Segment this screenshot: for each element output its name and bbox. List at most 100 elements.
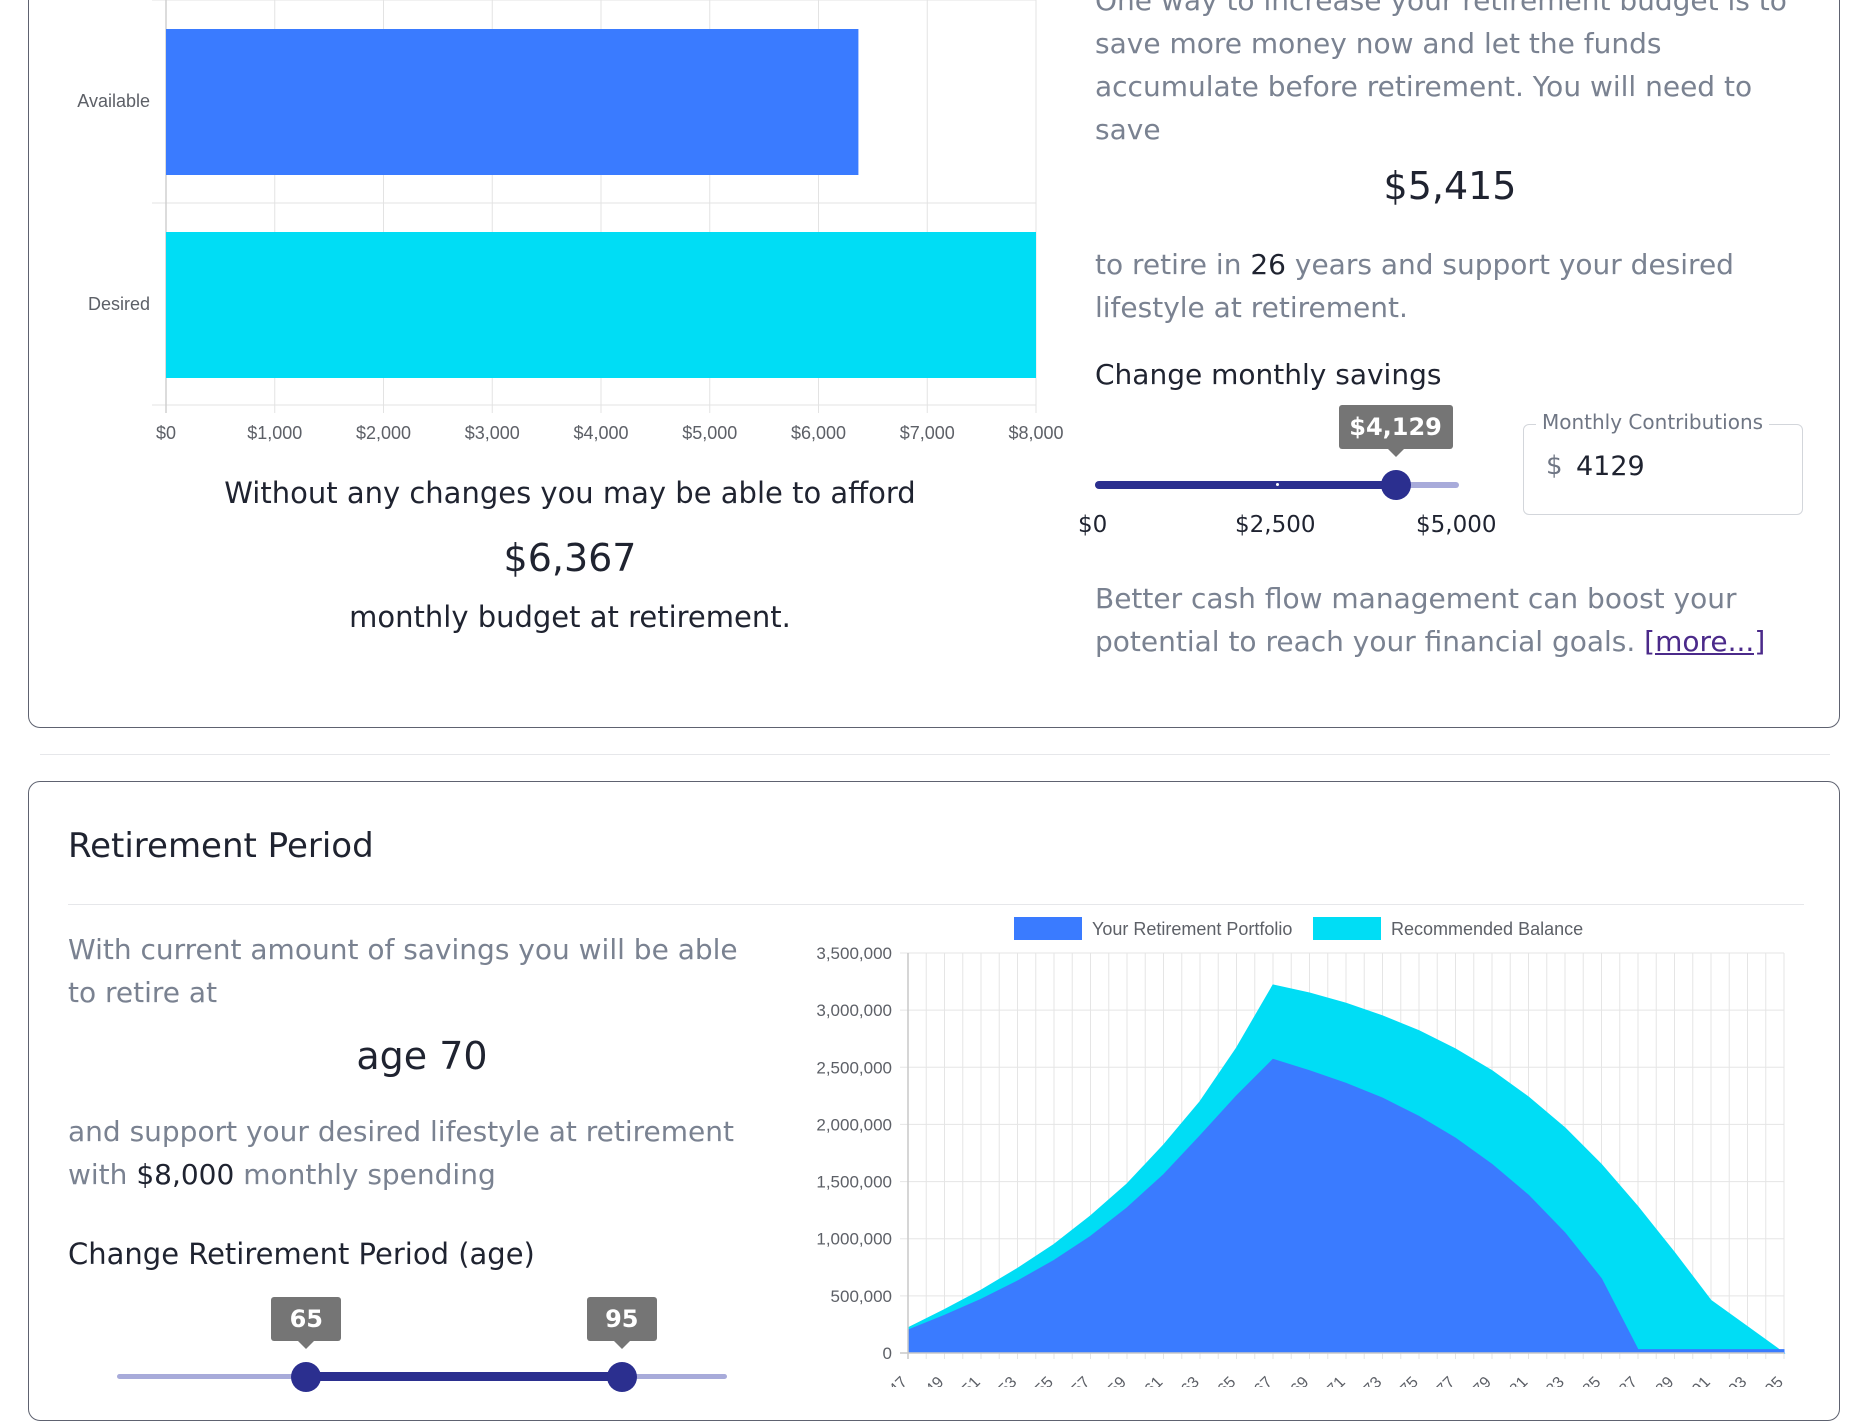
retire-years-line: to retire in 26 years and support your d…	[1095, 243, 1835, 286]
retire-age: age 70	[356, 1034, 488, 1078]
slider-label-min: $0	[1078, 512, 1108, 538]
area-x-tick: 63	[1178, 1374, 1203, 1387]
change-savings-title: Change monthly savings	[1095, 358, 1442, 391]
area-x-tick: 67	[1251, 1374, 1276, 1387]
area-x-tick: 71	[1324, 1374, 1349, 1387]
area-series-portfolio	[907, 1058, 1785, 1354]
area-x-tick: 91	[1689, 1374, 1714, 1387]
area-x-tick: 65	[1215, 1374, 1240, 1387]
able-text: With current amount of savings you will …	[68, 928, 788, 1014]
area-x-tick: 59	[1105, 1374, 1130, 1387]
bar-x-tick: $3,000	[465, 423, 520, 443]
area-x-tick: 51	[959, 1374, 984, 1387]
area-x-tick: 93	[1726, 1374, 1751, 1387]
savings-intro-line: save more money now and let the funds	[1095, 27, 1662, 60]
savings-intro-line: save	[1095, 113, 1161, 146]
contrib-field-label: Monthly Contributions	[1536, 410, 1770, 434]
bar-x-tick: $1,000	[247, 423, 302, 443]
able-line1: With current amount of savings you will …	[68, 933, 738, 966]
slider-thumb[interactable]	[1380, 470, 1411, 500]
bar-available	[166, 29, 859, 175]
area-y-tick: 3,500,000	[816, 944, 892, 963]
area-x-tick: 95	[1762, 1374, 1787, 1387]
retire-years-text: to retire in 26 years and support your d…	[1095, 243, 1835, 329]
cashflow-line1: Better cash flow management can boost yo…	[1095, 582, 1737, 615]
area-y-tick: 1,000,000	[816, 1230, 892, 1249]
area-x-tick: 87	[1616, 1374, 1641, 1387]
area-x-tick: 53	[996, 1374, 1021, 1387]
afford-text: Without any changes you may be able to a…	[224, 476, 916, 510]
save-amount: $5,415	[1383, 164, 1517, 208]
retirement-period-title: Retirement Period	[68, 826, 374, 866]
slider-mark	[1276, 483, 1279, 486]
area-x-tick: 81	[1507, 1374, 1532, 1387]
support-line1: and support your desired lifestyle at re…	[68, 1115, 734, 1148]
cashflow-line2: potential to reach your financial goals.…	[1095, 620, 1835, 663]
bar-x-tick: $5,000	[682, 423, 737, 443]
bar-x-tick: $4,000	[573, 423, 628, 443]
savings-intro-line: One way to increase your retirement budg…	[1095, 0, 1787, 17]
area-y-tick: 0	[883, 1344, 892, 1363]
retire-suffix: years and support your desired	[1285, 248, 1734, 281]
support-line2: with $8,000 monthly spending	[68, 1153, 828, 1196]
bar-desired	[166, 232, 1036, 378]
range-thumb-low[interactable]	[291, 1362, 322, 1392]
savings-slider[interactable]	[1095, 470, 1459, 500]
legend-label: Recommended Balance	[1391, 919, 1583, 939]
area-x-tick: 55	[1032, 1374, 1057, 1387]
change-period-title: Change Retirement Period (age)	[68, 1237, 535, 1271]
savings-intro-line: accumulate before retirement. You will n…	[1095, 70, 1753, 103]
contrib-value[interactable]: 4129	[1576, 451, 1645, 482]
area-y-tick: 1,500,000	[816, 1173, 892, 1192]
area-y-tick: 500,000	[831, 1287, 892, 1306]
area-x-tick: 79	[1470, 1374, 1495, 1387]
legend-swatch	[1313, 917, 1381, 940]
area-x-tick: 47	[886, 1374, 911, 1387]
area-x-tick: 83	[1543, 1374, 1568, 1387]
more-link[interactable]: [more...]	[1644, 625, 1766, 658]
bar-x-tick: $8,000	[1008, 423, 1063, 443]
section-divider	[40, 754, 1830, 755]
support-text: and support your desired lifestyle at re…	[68, 1110, 828, 1196]
afford-amount: $6,367	[503, 536, 637, 580]
title-divider	[68, 904, 1804, 905]
range-low-tooltip: 65	[271, 1297, 342, 1349]
cashflow-line2-text: potential to reach your financial goals.	[1095, 625, 1645, 658]
budget-bar-chart: $0 $1,000 $2,000 $3,000 $4,000 $5,000 $6,000 $7…	[77, 0, 1064, 443]
range-thumb-high[interactable]	[606, 1362, 637, 1392]
bar-x-tick: $7,000	[900, 423, 955, 443]
support-suffix: monthly spending	[234, 1158, 496, 1191]
age-range-slider[interactable]	[117, 1362, 727, 1392]
bar-x-tick: $2,000	[356, 423, 411, 443]
legend-label: Your Retirement Portfolio	[1092, 919, 1292, 939]
legend-swatch	[1014, 917, 1082, 940]
monthly-contributions-field[interactable]: Monthly Contributions $ 4129	[1523, 410, 1803, 515]
area-x-tick: 69	[1288, 1374, 1313, 1387]
area-y-tick: 2,500,000	[816, 1058, 892, 1077]
bar-category-label: Desired	[88, 294, 150, 314]
slider-track	[1095, 481, 1396, 489]
contrib-currency: $	[1546, 451, 1563, 481]
bar-x-tick: $0	[156, 423, 176, 443]
bar-x-tick: $6,000	[791, 423, 846, 443]
area-x-tick: 49	[923, 1374, 948, 1387]
retire-years: 26	[1250, 248, 1286, 281]
slider-label-mid: $2,500	[1235, 512, 1316, 538]
range-high-tooltip: 95	[586, 1297, 657, 1349]
area-x-tick: 61	[1142, 1374, 1167, 1387]
area-x-tick: 77	[1434, 1374, 1459, 1387]
area-x-tick: 75	[1397, 1374, 1422, 1387]
savings-slider-tooltip: $4,129	[1338, 405, 1453, 457]
area-y-tick: 2,000,000	[816, 1115, 892, 1134]
retire-prefix: to retire in	[1095, 248, 1251, 281]
savings-intro: One way to increase your retirement budg…	[1095, 0, 1835, 151]
able-line2: to retire at	[68, 976, 218, 1009]
bar-category-label: Available	[77, 91, 150, 111]
area-x-tick: 57	[1069, 1374, 1094, 1387]
slider-label-max: $5,000	[1416, 512, 1497, 538]
area-y-tick: 3,000,000	[816, 1001, 892, 1020]
area-x-tick: 85	[1580, 1374, 1605, 1387]
support-amount: $8,000	[136, 1158, 235, 1191]
support-with: with	[68, 1158, 137, 1191]
area-x-tick: 89	[1653, 1374, 1678, 1387]
